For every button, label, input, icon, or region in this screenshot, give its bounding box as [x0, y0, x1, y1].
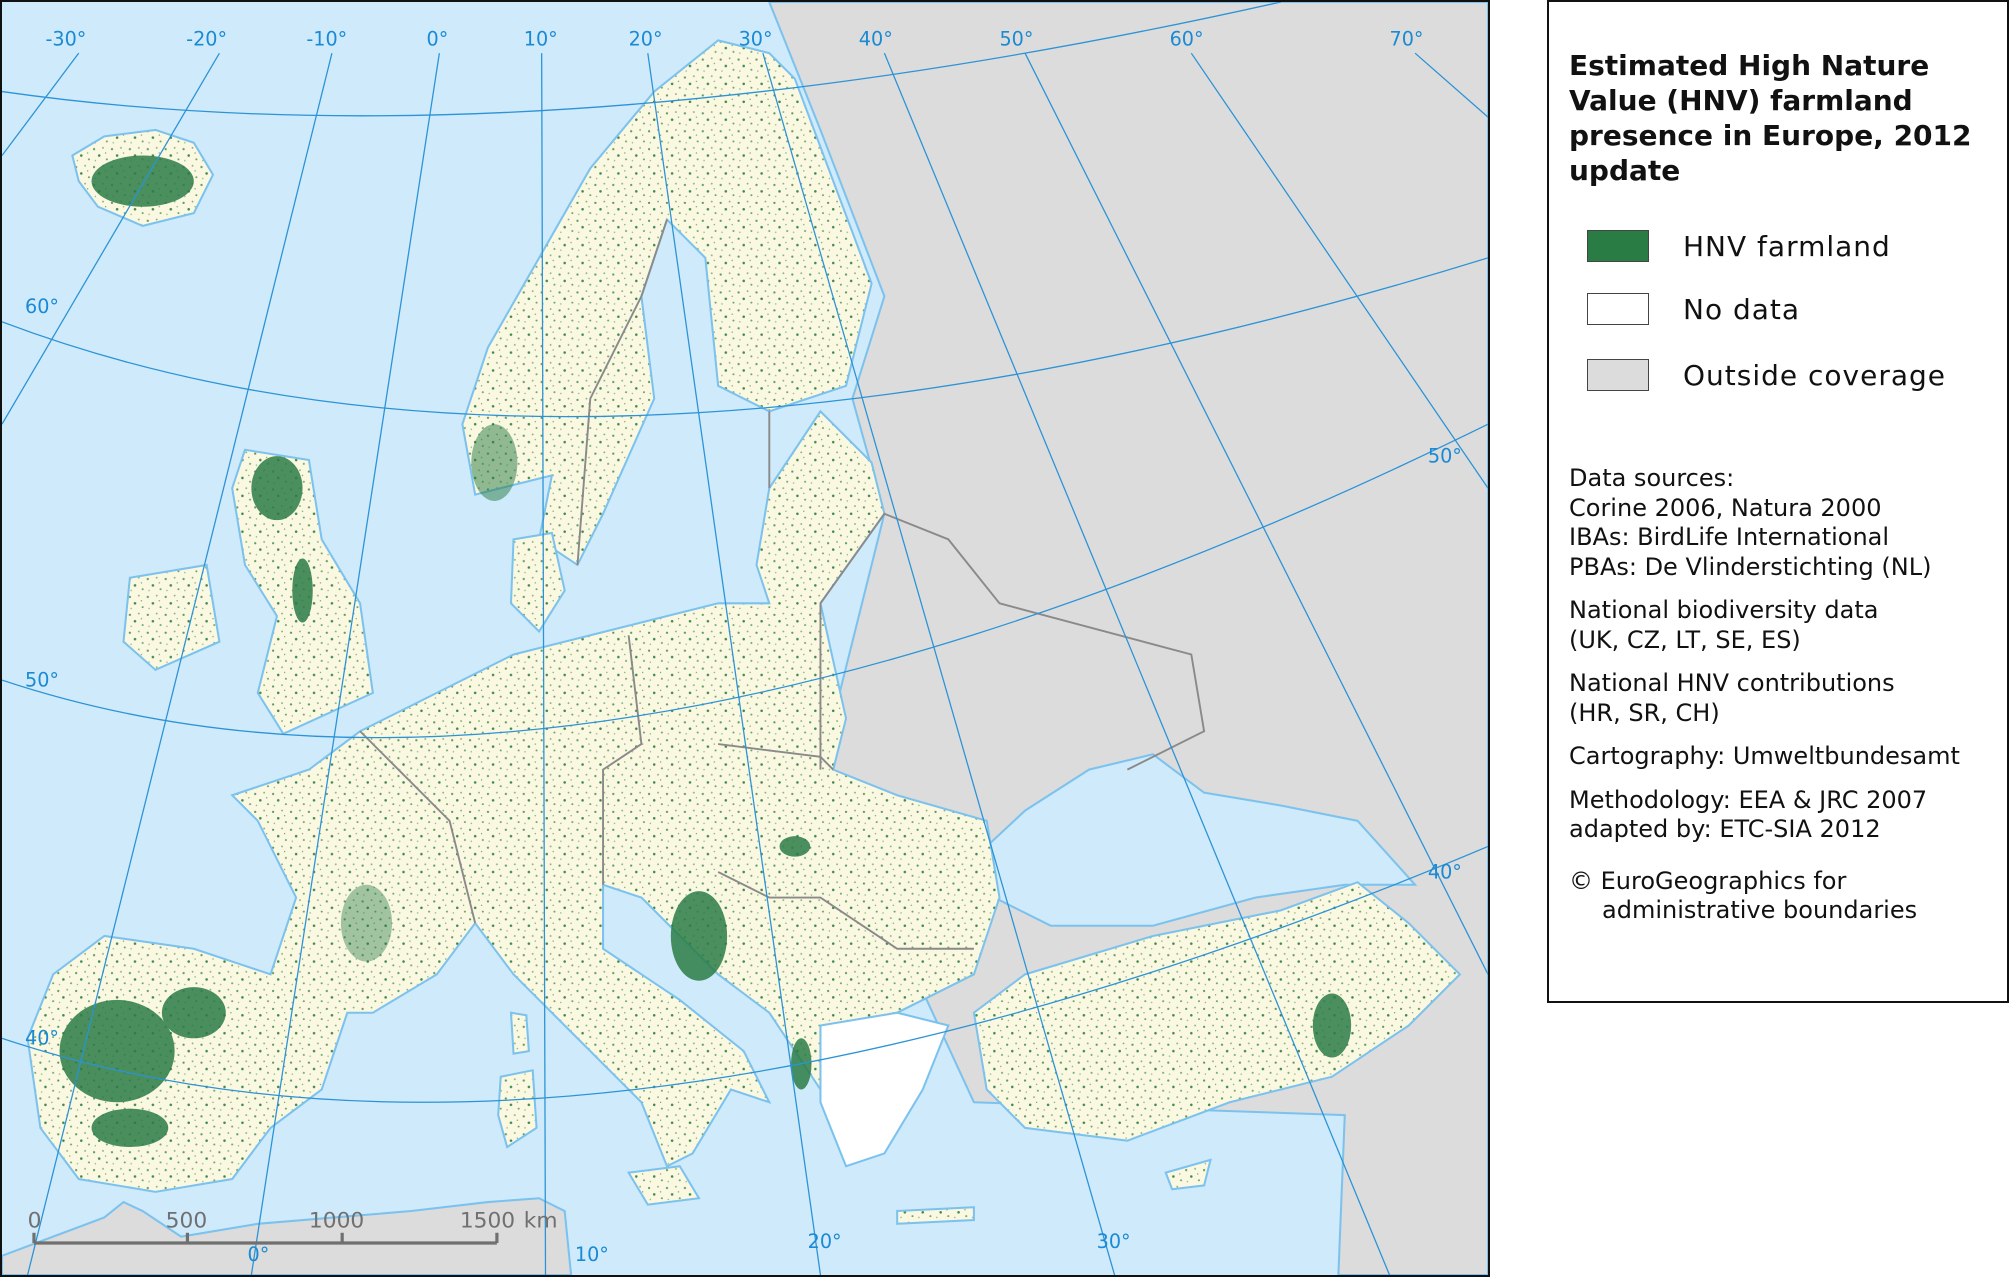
lon-label-bottom: 20°: [808, 1230, 842, 1253]
lon-label-top: 30°: [739, 27, 773, 50]
europe-map: -30° -20° -10° 0° 10° 20° 30° 40° 50° 60…: [2, 2, 1488, 1275]
text-line: National biodiversity data: [1569, 596, 1879, 624]
sicily: [626, 1165, 701, 1206]
lon-label-top: -20°: [186, 27, 227, 50]
lat-label-left: 50°: [25, 668, 59, 691]
text-line: administrative boundaries: [1602, 896, 1918, 924]
greece-no-data: [819, 1011, 950, 1168]
cartography: Cartography: Umweltbundesamt: [1569, 742, 2005, 772]
legend-item-hnv-farmland: HNV farmland: [1587, 229, 1891, 263]
legend-label: Outside coverage: [1683, 358, 1947, 392]
lat-label-right: 40°: [1428, 860, 1462, 883]
legend-label: No data: [1683, 292, 1801, 326]
scandinavia: [461, 39, 873, 567]
text-line: © EuroGeographics for: [1569, 866, 1847, 895]
ireland: [122, 563, 221, 672]
sources-text: Data sources: Corine 2006, Natura 2000 I…: [1569, 464, 2005, 940]
lat-label-right: 50°: [1428, 445, 1462, 468]
hnv-farmland-patches: [59, 155, 1352, 1148]
lon-label-top: 40°: [859, 27, 893, 50]
turkey: [972, 881, 1462, 1142]
denmark: [509, 531, 566, 634]
lon-label-top: -10°: [306, 27, 347, 50]
data-source: Corine 2006, Natura 2000: [1569, 493, 1882, 522]
copyright: © EuroGeographics for administrative bou…: [1569, 867, 2005, 926]
corsica: [509, 1011, 530, 1055]
lon-label-top: -30°: [45, 27, 86, 50]
legend-label: HNV farmland: [1683, 229, 1891, 263]
scale-unit: km: [524, 1209, 558, 1234]
no-data-swatch: [1587, 293, 1649, 325]
lon-label-top: 20°: [629, 27, 663, 50]
map-panel: -30° -20° -10° 0° 10° 20° 30° 40° 50° 60…: [0, 0, 1490, 1277]
sardinia: [497, 1069, 538, 1149]
lon-label-top: 50°: [999, 27, 1033, 50]
scale-label: 1000: [309, 1209, 364, 1234]
graticule-labels: -30° -20° -10° 0° 10° 20° 30° 40° 50° 60…: [25, 27, 1462, 1265]
lon-label-bottom: 0°: [248, 1243, 270, 1266]
scale-bar: [32, 1232, 499, 1245]
hnv-farmland-swatch: [1587, 230, 1649, 262]
lon-label-top: 70°: [1390, 27, 1424, 50]
national-biodiversity: National biodiversity data (UK, CZ, LT, …: [1569, 596, 2005, 655]
lon-label-bottom: 30°: [1097, 1230, 1131, 1253]
covered-land: [26, 39, 1462, 1225]
crete: [896, 1206, 975, 1225]
outside-coverage-swatch: [1587, 359, 1649, 391]
data-source: PBAs: De Vlinderstichting (NL): [1569, 552, 1932, 581]
national-hnv: National HNV contributions (HR, SR, CH): [1569, 669, 2005, 728]
data-sources-heading: Data sources:: [1569, 464, 1735, 492]
black-sea: [985, 753, 1418, 927]
scale-label: 0: [28, 1209, 42, 1234]
legend-panel: Estimated High Nature Value (HNV) farmla…: [1547, 0, 2009, 1003]
text-line: adapted by: ETC-SIA 2012: [1569, 815, 1881, 843]
data-source: IBAs: BirdLife International: [1569, 523, 1890, 551]
outside-coverage-north-africa: [2, 1197, 573, 1275]
methodology: Methodology: EEA & JRC 2007 adapted by: …: [1569, 786, 2005, 845]
text-line: Cartography: Umweltbundesamt: [1569, 742, 1960, 770]
lat-label-left: 40°: [25, 1027, 59, 1050]
scale-label: 1500: [460, 1209, 515, 1234]
lon-label-top: 0°: [427, 27, 449, 50]
lat-label-left: 60°: [25, 295, 59, 318]
text-line: (UK, CZ, LT, SE, ES): [1569, 625, 1801, 654]
text-line: Methodology: EEA & JRC 2007: [1569, 785, 1928, 814]
country-borders: [359, 219, 1206, 950]
legend-item-no-data: No data: [1587, 292, 1800, 326]
continental-europe: [26, 409, 1001, 1193]
cyprus: [1164, 1158, 1212, 1191]
lon-label-top: 60°: [1170, 27, 1204, 50]
legend-item-outside-coverage: Outside coverage: [1587, 358, 1946, 392]
legend-title: Estimated High Nature Value (HNV) farmla…: [1569, 49, 1972, 187]
text-line: (HR, SR, CH): [1569, 698, 1720, 727]
text-line: National HNV contributions: [1569, 669, 1895, 697]
lon-label-bottom: 10°: [575, 1243, 609, 1266]
graticule: [2, 2, 1488, 1275]
scale-label: 500: [166, 1209, 207, 1234]
data-sources: Data sources: Corine 2006, Natura 2000 I…: [1569, 464, 2005, 582]
lon-label-top: 10°: [524, 27, 558, 50]
